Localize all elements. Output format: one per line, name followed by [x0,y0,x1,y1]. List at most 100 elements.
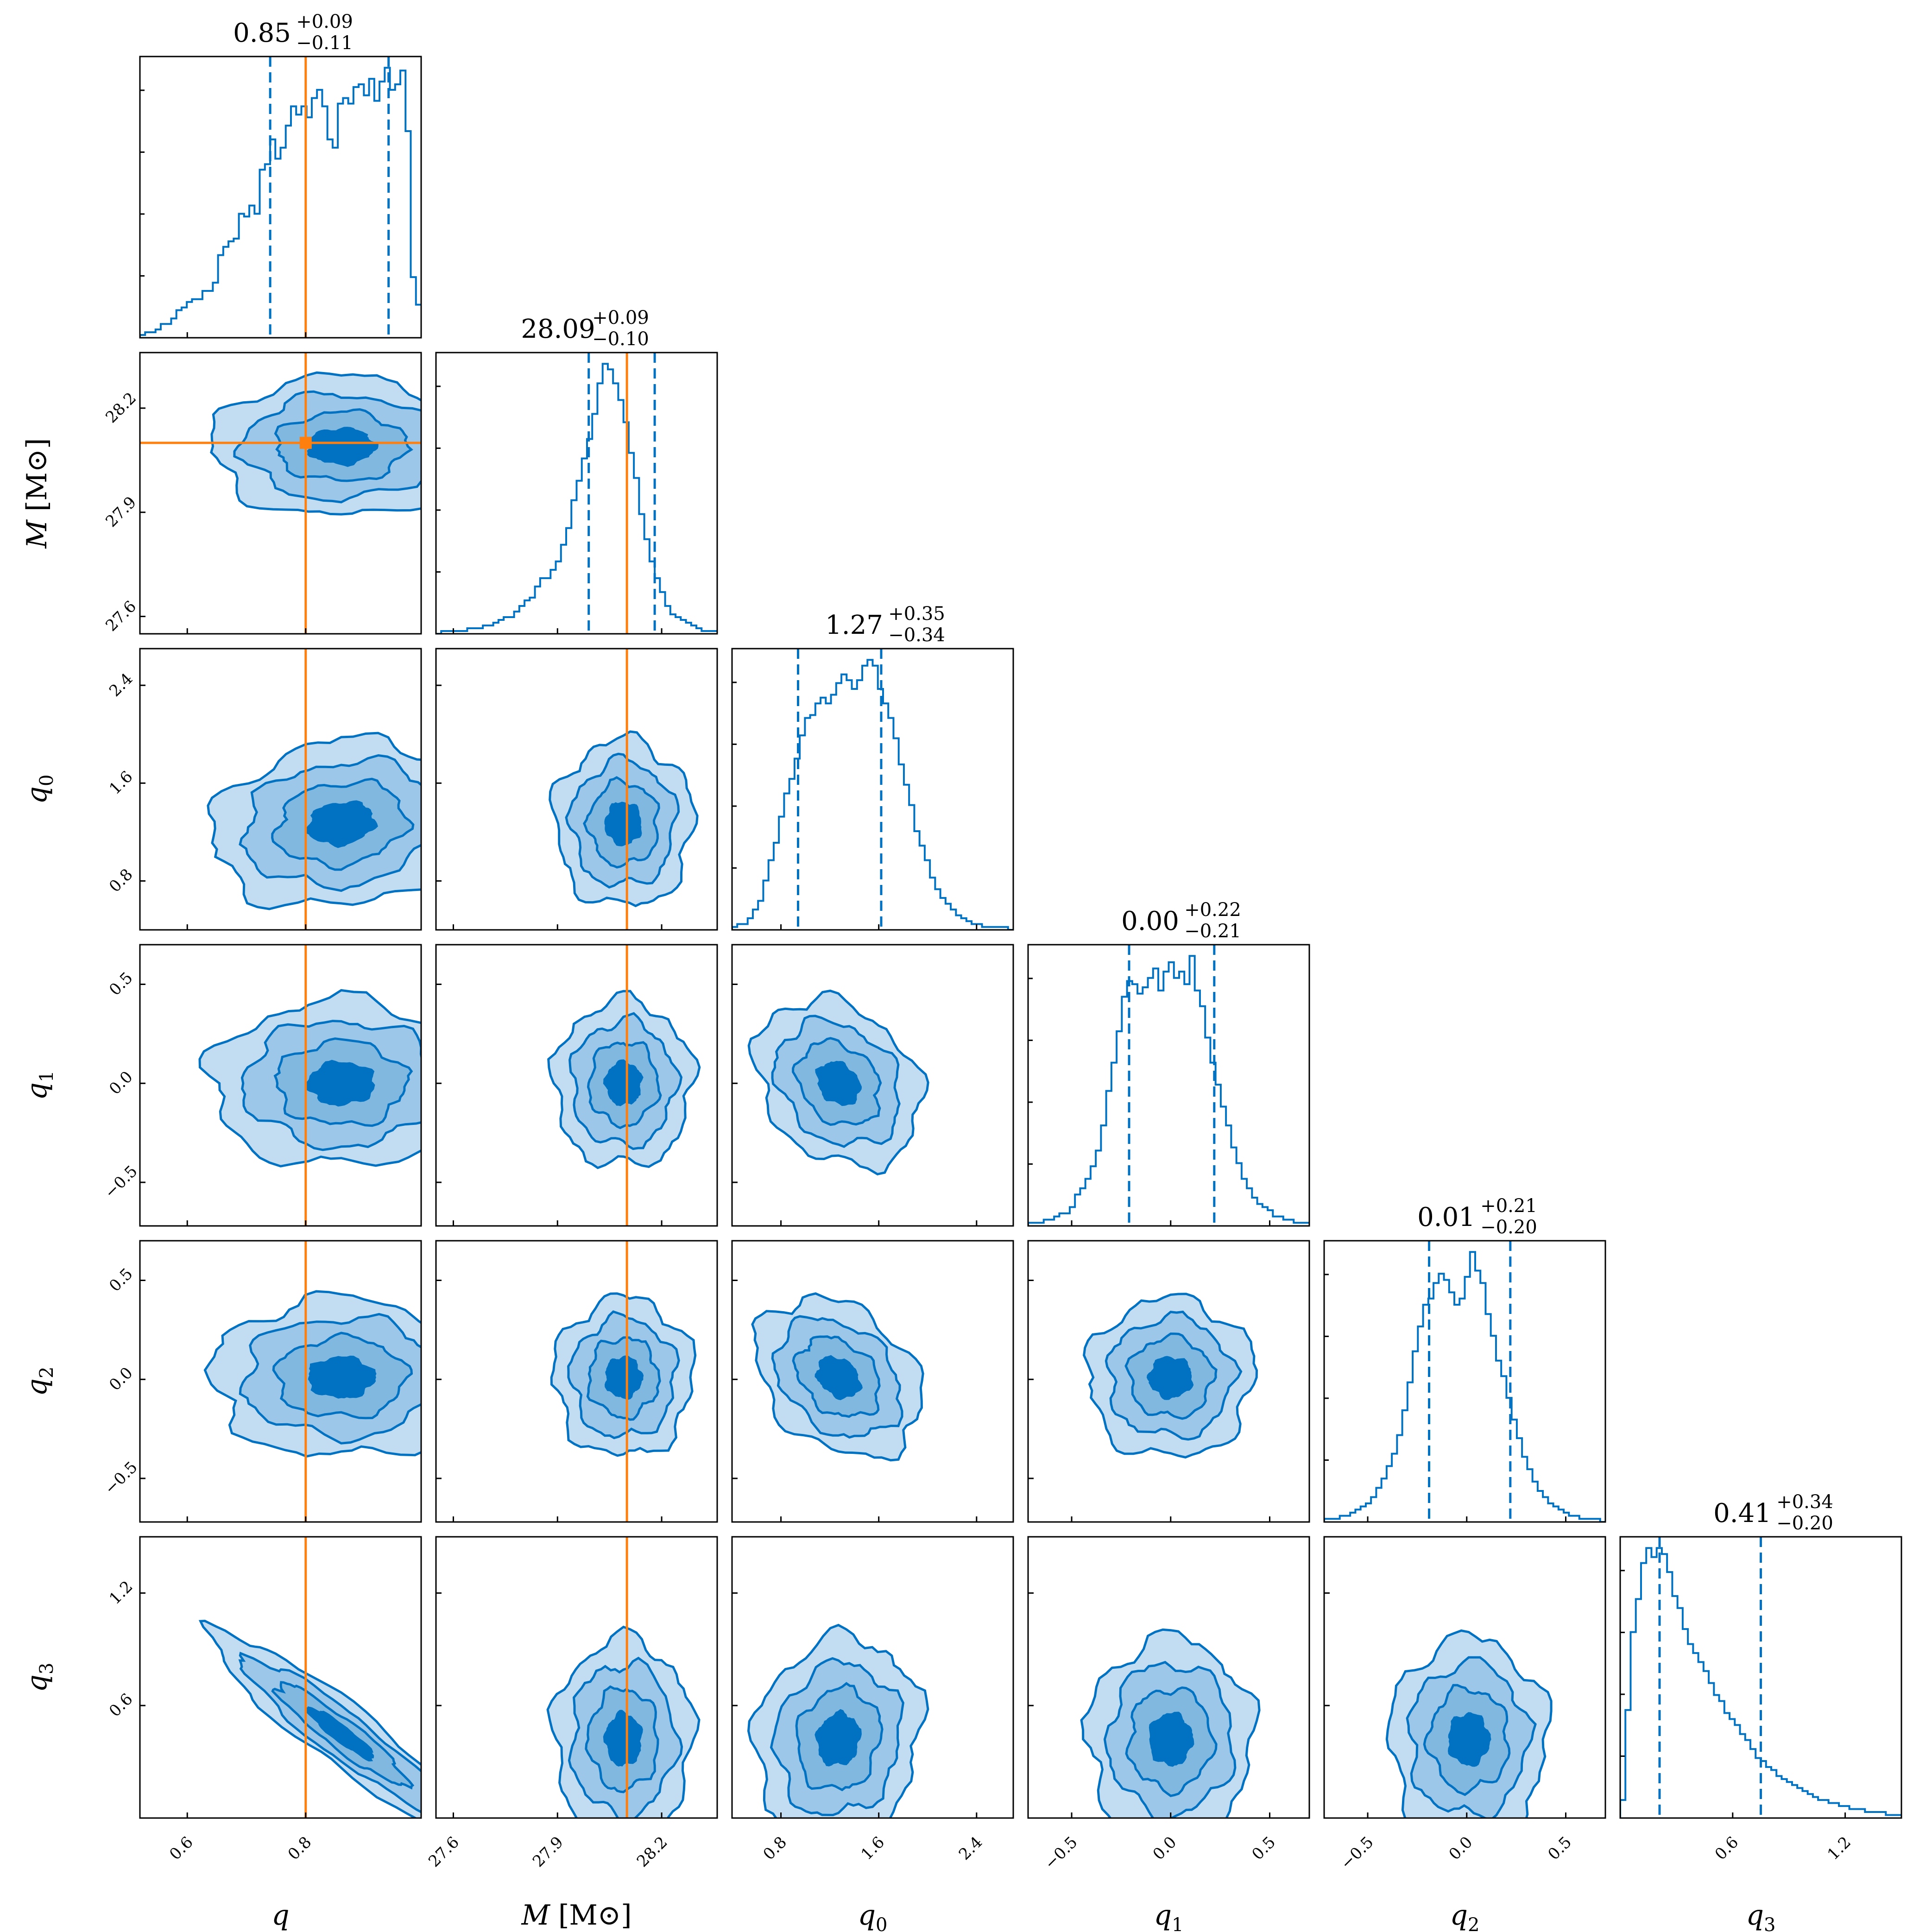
title-upper-error: +0.09 [296,11,353,32]
x-tick-label: 1.2 [1824,1833,1855,1864]
y-tick-label: 0.0 [106,1067,137,1099]
contour-panel-q1-q3 [1027,1536,1310,1819]
marginal-panel-q: 0.85 +0.09−0.11 [139,11,422,339]
contour-level-4 [604,1355,644,1400]
contour-panel-M-q3 [435,1536,718,1819]
truth-marker [299,436,312,449]
y-tick-label: −0.5 [101,1458,141,1498]
title-upper-error: +0.09 [592,307,649,328]
y-axis-label-q0: q0 [21,775,57,804]
title-lower-error: −0.11 [296,32,353,54]
x-tick-label: 28.2 [633,1833,671,1871]
title-lower-error: −0.34 [888,625,945,646]
y-tick-label: 1.2 [106,1577,137,1608]
y-axis-label-q2: q2 [21,1367,57,1396]
title-upper-error: +0.35 [888,603,945,625]
contour-panel-q1-q2 [1027,1240,1310,1523]
title-lower-error: −0.20 [1776,1513,1833,1534]
marginal-title: 0.00 [1121,906,1179,936]
title-upper-error: +0.22 [1184,899,1241,921]
y-tick-label: 2.4 [106,669,137,701]
contour-level-4 [603,1710,643,1767]
x-axis-label-q: q [271,1899,289,1932]
histogram-q3 [1620,1547,1901,1818]
x-tick-label: 0.8 [760,1833,791,1864]
title-upper-error: +0.34 [1776,1491,1833,1513]
contour-panel-q-q2 [139,1240,422,1523]
y-tick-label: 0.0 [106,1364,137,1395]
x-tick-label: 27.6 [425,1833,463,1871]
x-tick-label: −0.5 [1041,1833,1081,1873]
panel-frame [139,648,422,931]
panel-frame [1027,944,1310,1227]
contour-level-4 [305,800,378,848]
contour-panel-q2-q3 [1323,1536,1606,1819]
contour-level-4 [1447,1712,1491,1767]
x-tick-label: 0.5 [1248,1833,1279,1864]
panel-frame [1323,1536,1606,1819]
histogram-q [140,67,421,338]
title-lower-error: −0.20 [1480,1217,1537,1238]
y-tick-label: 27.9 [102,493,140,531]
x-tick-label: −0.5 [1337,1833,1377,1873]
contour-level-4 [305,1706,374,1762]
y-tick-label: 0.8 [106,865,137,896]
marginal-title: 0.85 [233,18,291,48]
y-tick-label: 1.6 [106,767,137,798]
marginal-panel-M: 28.09+0.09−0.10 [435,307,718,635]
contour-level-4 [1146,1356,1194,1400]
x-axis-label-q1: q1 [1154,1899,1184,1932]
panel-frame [731,1240,1014,1523]
contour-panel-q-q3 [139,1536,422,1819]
panel-frame [139,1536,422,1819]
panel-frame [435,1240,718,1523]
histogram-q1 [1028,955,1309,1226]
x-tick-label: 27.9 [529,1833,567,1871]
histogram-q0 [732,659,1013,930]
x-tick-label: 0.0 [1446,1833,1477,1864]
panel-frame [435,944,718,1227]
x-tick-label: 0.0 [1149,1833,1181,1864]
y-tick-label: 0.6 [106,1690,137,1721]
contour-panel-q0-q2 [731,1240,1014,1523]
x-tick-label: 0.6 [1711,1833,1743,1864]
contour-panel-q0-q1 [731,944,1014,1227]
panel-frame [1027,1536,1310,1819]
contour-panel-q-q0 [139,648,422,931]
marginal-panel-q2: 0.01 +0.21−0.20 [1323,1195,1606,1523]
panel-frame [139,352,422,635]
panel-frame [1323,1240,1606,1523]
y-axis-label-q3: q3 [21,1663,57,1692]
contour-level-4 [814,1355,863,1401]
y-axis-label-M: M[M⊙] [21,438,53,549]
y-tick-label: 28.2 [102,389,140,427]
marginal-panel-q1: 0.00 +0.22−0.21 [1027,899,1310,1227]
marginal-panel-q3: 0.41 +0.34−0.20 [1619,1491,1902,1819]
title-upper-error: +0.21 [1480,1195,1537,1217]
marginal-title: 1.27 [825,610,883,640]
histogram-M [436,363,717,634]
contour-panel-M-q1 [435,944,718,1227]
panel-frame [139,56,422,339]
x-tick-label: 0.6 [166,1833,197,1864]
contour-level-4 [1149,1711,1194,1767]
x-axis-label-M: M [M⊙] [521,1899,632,1932]
marginal-panel-q0: 1.27 +0.35−0.34 [731,603,1014,931]
y-tick-label: 0.5 [106,1265,137,1296]
x-tick-label: 1.6 [858,1833,889,1864]
contour-level-4 [304,1060,375,1107]
x-tick-label: 2.4 [955,1833,986,1864]
contour-level-4 [604,802,642,846]
y-tick-label: 27.6 [102,597,140,635]
title-lower-error: −0.21 [1184,921,1241,942]
panel-frame [1619,1536,1902,1819]
panel-frame [139,944,422,1227]
panel-frame [139,1240,422,1523]
panel-frame [435,352,718,635]
panel-frame [435,648,718,931]
y-axis-label-q1: q1 [21,1071,57,1100]
histogram-q2 [1324,1251,1605,1522]
panel-frame [435,1536,718,1819]
x-axis-label-q2: q2 [1450,1899,1480,1932]
